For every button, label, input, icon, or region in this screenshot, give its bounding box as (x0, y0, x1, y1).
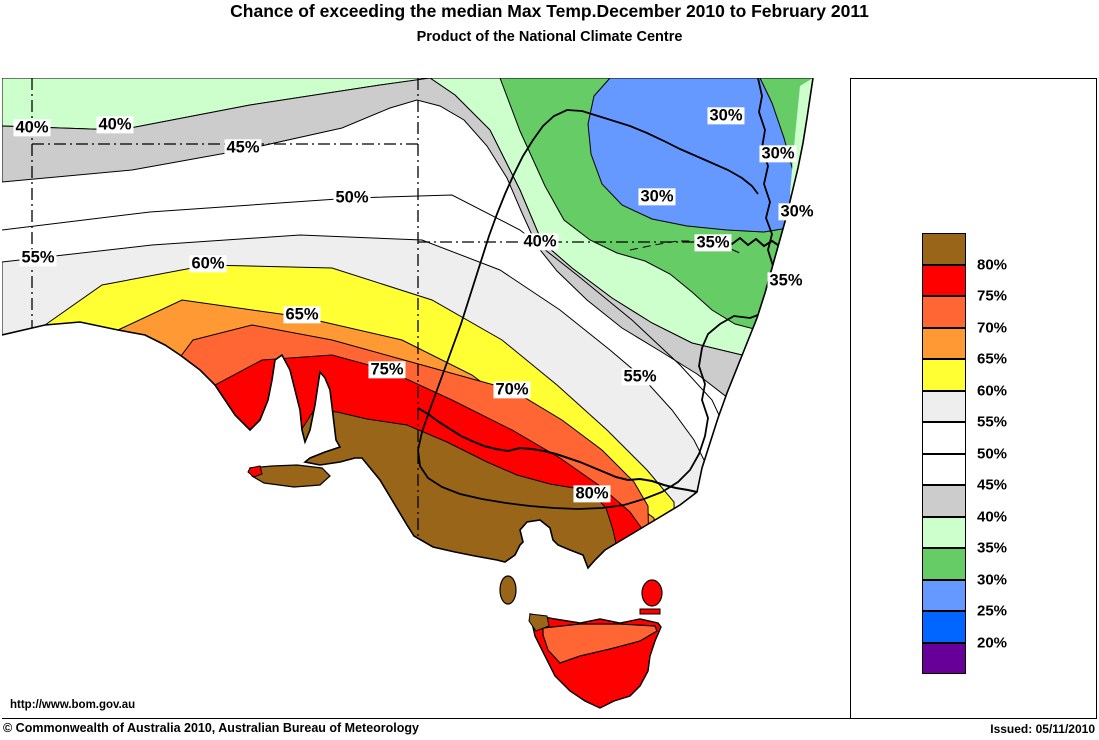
legend-label: 30% (977, 571, 1008, 588)
legend: 80% 75% 70% 65% 60% 55% 50% 45% 40% 35% 30% 25% 20% (922, 233, 1092, 683)
legend-swatch (922, 579, 966, 611)
flinders-island (639, 579, 663, 615)
legend-swatch (922, 264, 966, 296)
page-subtitle: Product of the National Climate Centre (416, 29, 683, 45)
legend-swatch (922, 296, 966, 328)
copyright-text: © Commonwealth of Australia 2010, Austra… (3, 721, 419, 735)
legend-swatch (922, 327, 966, 359)
legend-swatch (922, 390, 966, 422)
king-island (499, 575, 517, 605)
tasmania (528, 613, 662, 709)
legend-label: 45% (977, 476, 1008, 494)
contour-label: 30% (638, 187, 676, 206)
contour-label: 35% (767, 271, 805, 290)
contour-label: 40% (96, 115, 134, 134)
bom-url-label: http://www.bom.gov.au (10, 699, 136, 711)
contour-label: 35% (694, 233, 732, 252)
contour-label: 55% (19, 248, 57, 267)
contour-label: 70% (493, 380, 531, 399)
legend-swatch (922, 611, 966, 643)
contour-label: 80% (573, 484, 611, 503)
contour-label: 55% (621, 367, 659, 386)
legend-label: 40% (977, 508, 1008, 525)
contour-label: 75% (368, 360, 406, 379)
contour-label: 30% (759, 144, 797, 163)
contour-label: 65% (283, 305, 321, 324)
contour-label: 50% (333, 188, 371, 207)
legend-label: 75% (977, 287, 1008, 305)
map-area: 40% 40% 45% 50% 55% 60% 65% 75% 70% 40% 30% 30% 30% 3… (1, 77, 850, 718)
kangaroo-island (247, 464, 331, 488)
legend-swatch (922, 516, 966, 548)
tasmania-nw-tip (528, 613, 550, 632)
legend-label: 70% (977, 319, 1008, 336)
contour-label: 45% (224, 138, 262, 157)
page-title: Chance of exceeding the median Max Temp.… (230, 1, 869, 21)
legend-label: 20% (977, 634, 1008, 651)
legend-label: 60% (977, 382, 1008, 399)
legend-label: 55% (977, 413, 1008, 431)
legend-label: 65% (977, 350, 1008, 368)
legend-swatch (922, 233, 966, 265)
map-legend-divider (850, 78, 851, 719)
legend-label: 80% (977, 256, 1008, 273)
legend-swatch (922, 485, 966, 517)
contour-line-50 (2, 194, 727, 431)
band-40-45-region (2, 78, 745, 399)
tasmania-orange-band (542, 623, 658, 664)
legend-label: 50% (977, 445, 1008, 462)
legend-label: 25% (977, 602, 1008, 620)
legend-swatch (922, 453, 966, 485)
legend-swatch (922, 359, 966, 391)
contour-label: 40% (521, 232, 559, 251)
contour-label: 60% (189, 254, 227, 273)
legend-label: 35% (977, 539, 1008, 557)
kangaroo-island-west-tip (247, 465, 263, 478)
state-border-nsw-vic-murray (417, 407, 698, 493)
legend-swatch (922, 548, 966, 580)
legend-swatch (922, 642, 966, 674)
contour-label: 30% (707, 106, 745, 125)
contour-label: 30% (778, 202, 816, 221)
legend-swatch (922, 422, 966, 454)
coastline (1, 77, 814, 570)
contour-label: 40% (13, 118, 51, 137)
australia-probability-map (1, 77, 850, 718)
issued-date: Issued: 05/11/2010 (990, 722, 1095, 736)
